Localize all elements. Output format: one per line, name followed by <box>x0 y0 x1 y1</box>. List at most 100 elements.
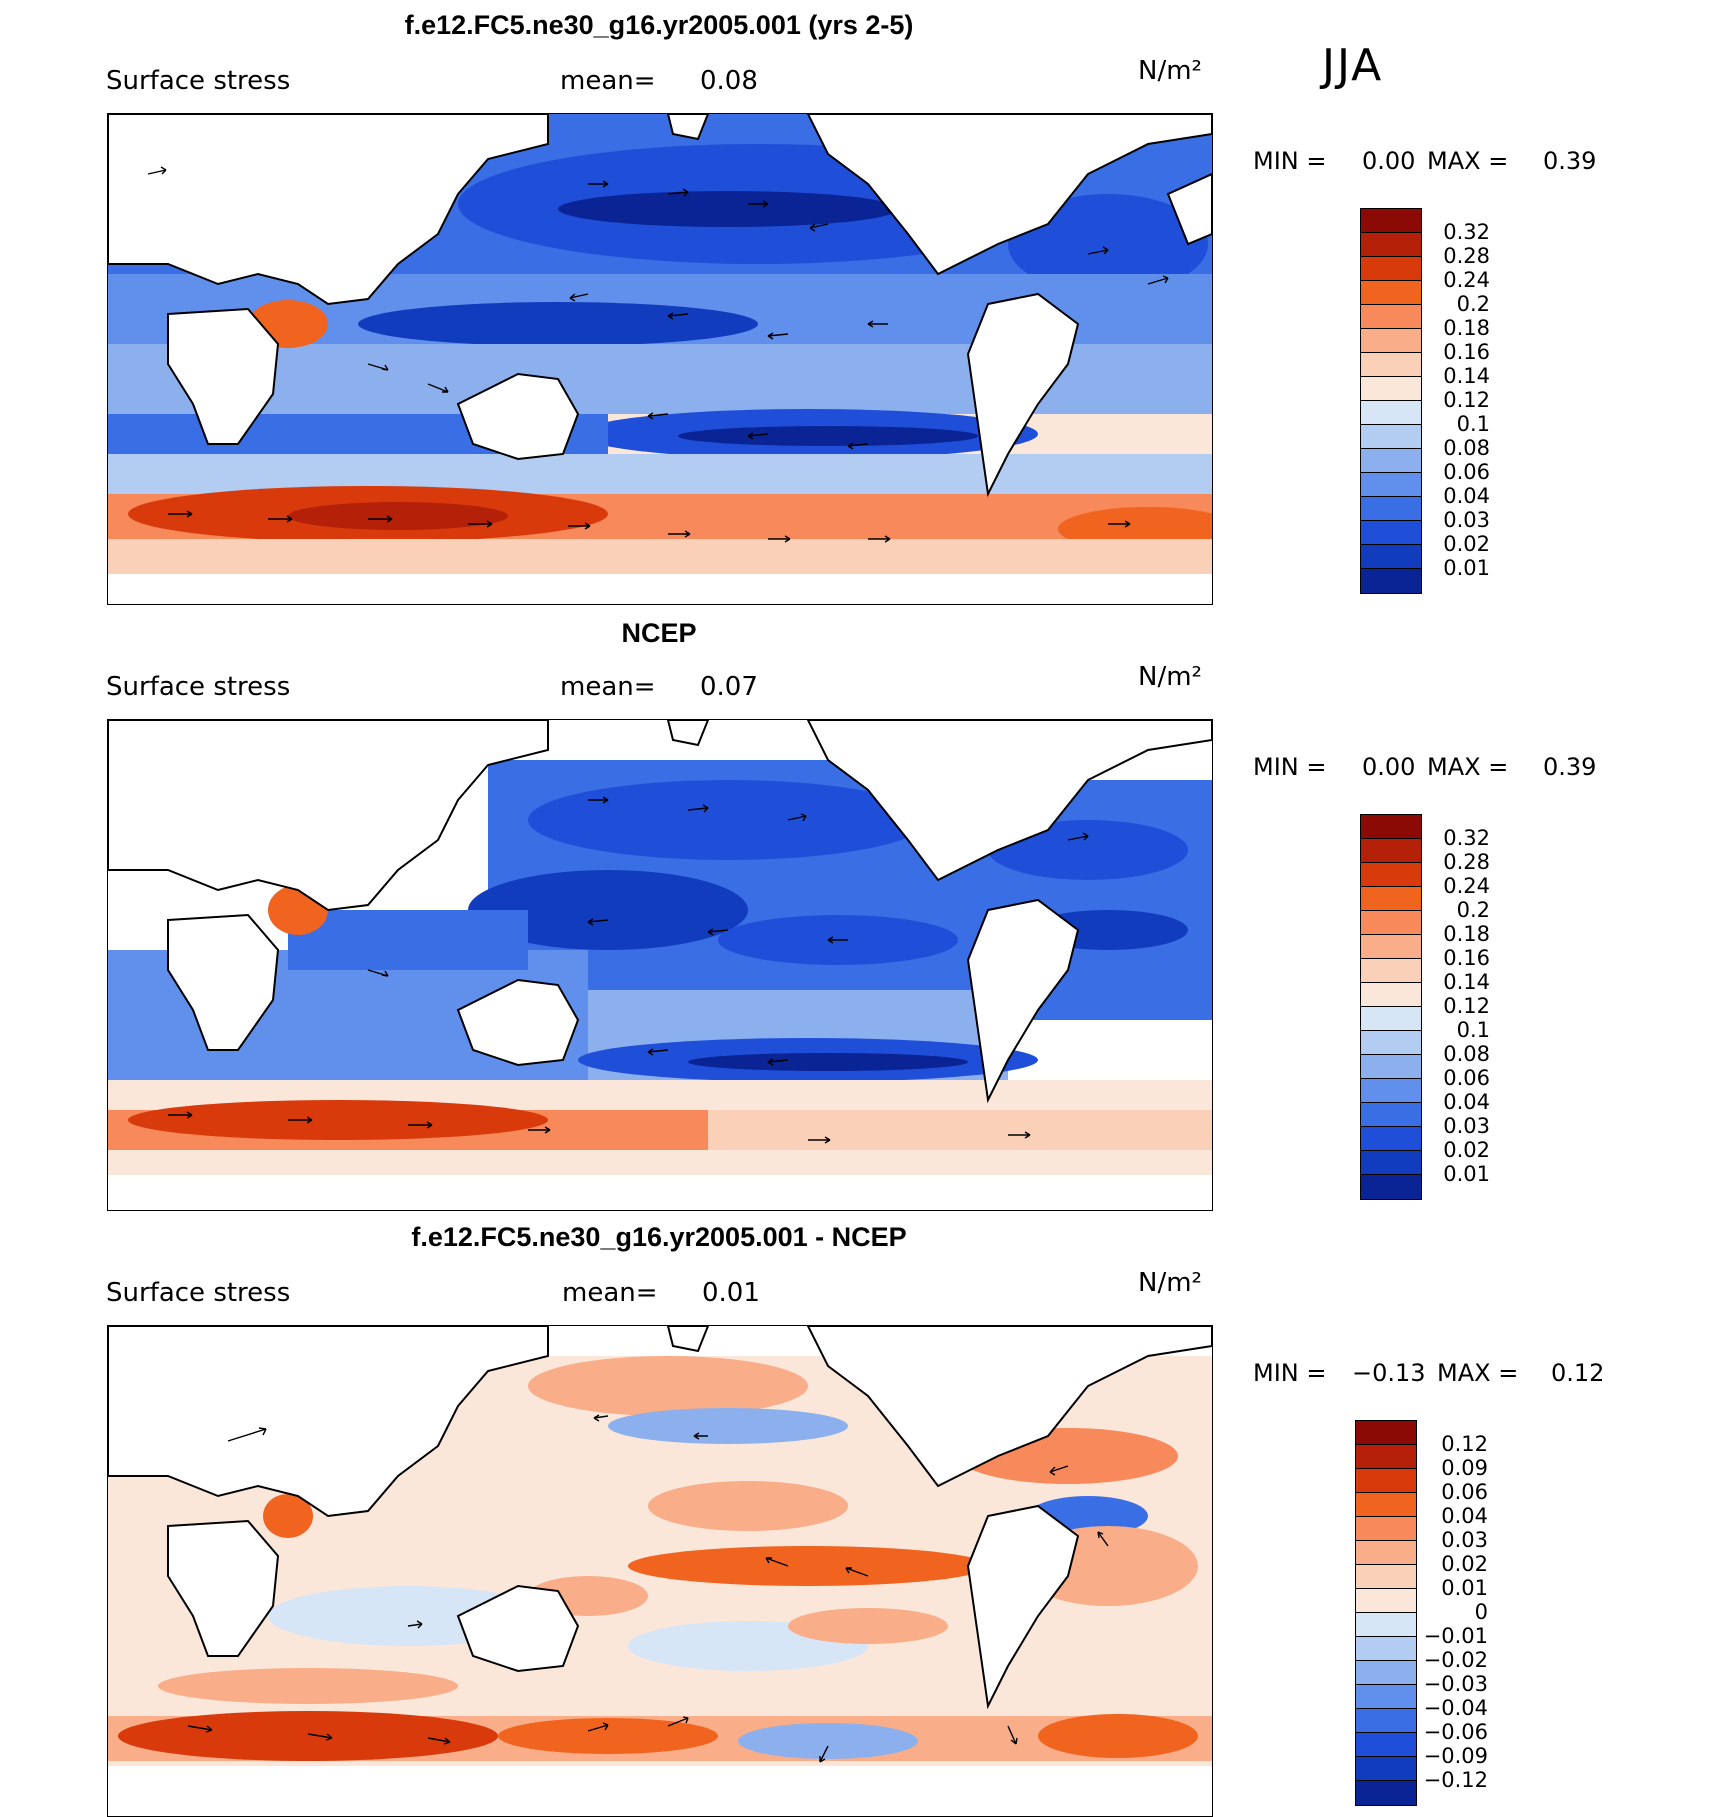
colorbar-swatch <box>1356 1637 1416 1661</box>
colorbar-tick-label: 0.03 <box>1443 508 1490 532</box>
colorbar-tick-label: −0.04 <box>1423 1696 1488 1720</box>
colorbar-tick-label: 0.02 <box>1443 532 1490 556</box>
min-label: MIN = <box>1253 1359 1327 1387</box>
colorbar-swatch <box>1356 1421 1416 1445</box>
colorbar-tick-label: 0.06 <box>1443 460 1490 484</box>
colorbar-swatch <box>1361 521 1421 545</box>
colorbar-tick-label: 0 <box>1474 1600 1488 1624</box>
colorbar-tick-label: 0.12 <box>1441 1432 1488 1456</box>
colorbar-tick-label: 0.18 <box>1443 316 1490 340</box>
colorbar-swatch <box>1361 377 1421 401</box>
colorbar-swatch <box>1361 545 1421 569</box>
colorbar-swatch <box>1361 353 1421 377</box>
colorbar-swatch <box>1361 815 1421 839</box>
colorbar-swatch <box>1361 1079 1421 1103</box>
min-label: MIN = <box>1253 147 1327 175</box>
colorbar <box>1360 814 1422 1200</box>
colorbar-tick-label: 0.28 <box>1443 244 1490 268</box>
colorbar-tick-label: 0.08 <box>1443 436 1490 460</box>
colorbar-swatch <box>1361 233 1421 257</box>
colorbar-swatch <box>1356 1493 1416 1517</box>
colorbar-swatch <box>1361 887 1421 911</box>
colorbar-tick-label: −0.01 <box>1423 1624 1488 1648</box>
colorbar-swatch <box>1356 1757 1416 1781</box>
colorbar-tick-label: 0.12 <box>1443 388 1490 412</box>
colorbar-tick-label: 0.03 <box>1441 1528 1488 1552</box>
colorbar-tick-label: 0.24 <box>1443 268 1490 292</box>
colorbar-swatch <box>1361 473 1421 497</box>
colorbar-tick-label: 0.32 <box>1443 220 1490 244</box>
colorbar-tick-label: 0.03 <box>1443 1114 1490 1138</box>
colorbar-swatch <box>1356 1661 1416 1685</box>
units-label: N/m² <box>1138 56 1202 86</box>
colorbar-tick-label: 0.04 <box>1443 1090 1490 1114</box>
colorbar-swatch <box>1361 863 1421 887</box>
map-panel-difference <box>107 1325 1213 1817</box>
colorbar-swatch <box>1356 1781 1416 1805</box>
colorbar-swatch <box>1356 1541 1416 1565</box>
colorbar-tick-label: 0.02 <box>1443 1138 1490 1162</box>
colorbar-swatch <box>1361 1055 1421 1079</box>
colorbar-swatch <box>1361 569 1421 593</box>
max-label: MAX = <box>1437 1359 1519 1387</box>
colorbar-swatch <box>1361 305 1421 329</box>
colorbar-swatch <box>1356 1685 1416 1709</box>
colorbar-swatch <box>1361 401 1421 425</box>
map-field-model <box>108 114 1212 604</box>
colorbar-tick-label: −0.09 <box>1423 1744 1488 1768</box>
colorbar-tick-label: 0.04 <box>1441 1504 1488 1528</box>
units-label: N/m² <box>1138 662 1202 692</box>
colorbar-tick-label: 0.01 <box>1441 1576 1488 1600</box>
colorbar-swatch <box>1361 257 1421 281</box>
colorbar-swatch <box>1356 1709 1416 1733</box>
min-value: −0.13 <box>1352 1359 1426 1387</box>
colorbar-swatch <box>1361 1007 1421 1031</box>
colorbar-tick-label: 0.32 <box>1443 826 1490 850</box>
colorbar-tick-label: 0.18 <box>1443 922 1490 946</box>
colorbar <box>1355 1420 1417 1806</box>
colorbar-swatch <box>1361 1103 1421 1127</box>
colorbar-tick-label: −0.12 <box>1423 1768 1488 1792</box>
colorbar-tick-label: 0.12 <box>1443 994 1490 1018</box>
variable-label: Surface stress <box>106 672 291 702</box>
colorbar-swatch <box>1361 425 1421 449</box>
max-value: 0.12 <box>1551 1359 1605 1387</box>
colorbar-swatch <box>1356 1589 1416 1613</box>
mean-value: 0.07 <box>700 672 758 702</box>
colorbar <box>1360 208 1422 594</box>
units-label: N/m² <box>1138 1268 1202 1298</box>
colorbar-tick-label: 0.2 <box>1456 292 1490 316</box>
mean-value: 0.08 <box>700 66 758 96</box>
colorbar-tick-label: 0.01 <box>1443 556 1490 580</box>
mean-label: mean= <box>560 672 656 702</box>
colorbar-tick-label: 0.04 <box>1443 484 1490 508</box>
panel-title: f.e12.FC5.ne30_g16.yr2005.001 - NCEP <box>411 1222 907 1252</box>
mean-label: mean= <box>560 66 656 96</box>
panel-title: NCEP <box>621 618 697 648</box>
colorbar-swatch <box>1361 1031 1421 1055</box>
colorbar-swatch <box>1361 935 1421 959</box>
season-label: JJA <box>1322 40 1384 91</box>
max-value: 0.39 <box>1543 753 1597 781</box>
colorbar-tick-label: 0.06 <box>1441 1480 1488 1504</box>
map-field-ncep <box>108 720 1212 1210</box>
colorbar-swatch <box>1361 449 1421 473</box>
colorbar-tick-label: 0.1 <box>1456 412 1490 436</box>
map-field-difference <box>108 1326 1212 1816</box>
colorbar-swatch <box>1361 959 1421 983</box>
mean-label: mean= <box>562 1278 658 1308</box>
colorbar-swatch <box>1361 1151 1421 1175</box>
mean-value: 0.01 <box>702 1278 760 1308</box>
map-panel-model <box>107 113 1213 605</box>
colorbar-swatch <box>1356 1517 1416 1541</box>
colorbar-swatch <box>1361 1127 1421 1151</box>
colorbar-swatch <box>1361 497 1421 521</box>
min-value: 0.00 <box>1362 147 1416 175</box>
colorbar-swatch <box>1361 209 1421 233</box>
colorbar-tick-label: 0.08 <box>1443 1042 1490 1066</box>
colorbar-swatch <box>1361 911 1421 935</box>
colorbar-tick-label: −0.03 <box>1423 1672 1488 1696</box>
colorbar-tick-label: 0.24 <box>1443 874 1490 898</box>
colorbar-swatch <box>1356 1733 1416 1757</box>
colorbar-tick-label: 0.28 <box>1443 850 1490 874</box>
